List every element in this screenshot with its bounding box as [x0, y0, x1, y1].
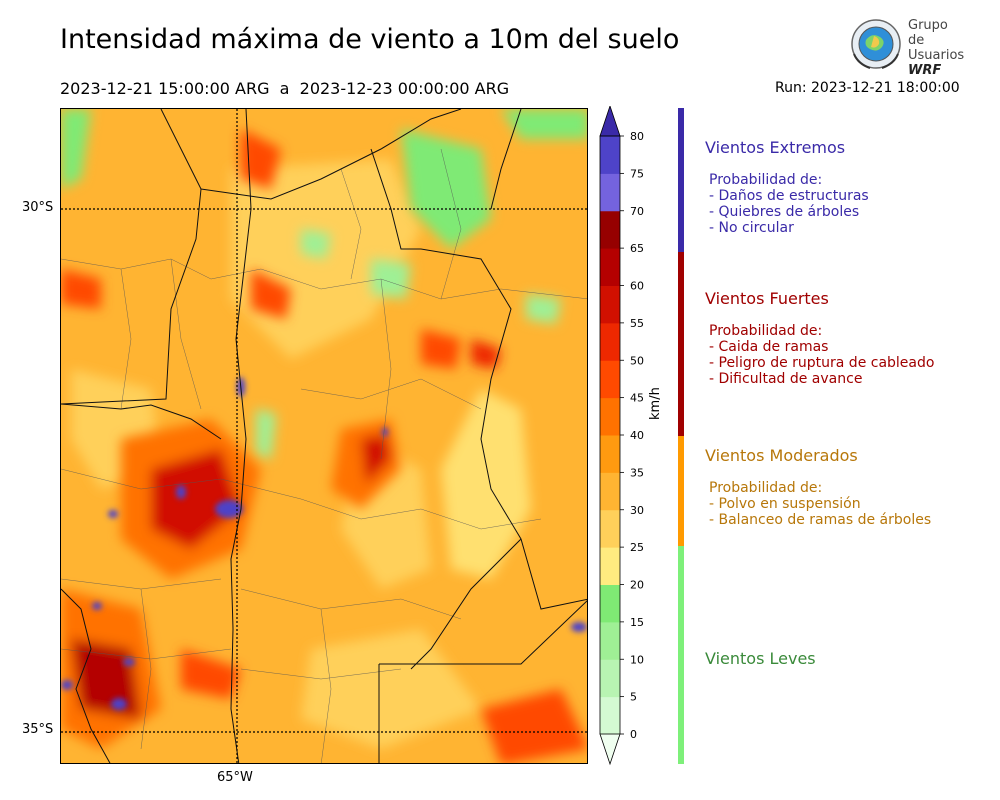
run-timestamp: Run: 2023-12-21 18:00:00: [775, 80, 960, 96]
date-start: 2023-12-21 15:00:00 ARG: [60, 79, 270, 98]
logo-line-3: WRF: [908, 63, 942, 78]
globe-emblem-icon: [851, 19, 901, 69]
colorbar-tick-label: 25: [630, 541, 644, 554]
colorbar-segment: [600, 210, 620, 249]
colorbar-segment: [600, 173, 620, 212]
light-wind-zones: [61, 109, 587, 459]
colorbar-segment: [600, 360, 620, 399]
category-bar-extreme: [678, 108, 684, 252]
colorbar-segment: [600, 509, 620, 548]
colorbar-tick-label: 15: [630, 616, 644, 629]
colorbar-segment: [600, 435, 620, 473]
category-item: - Peligro de ruptura de cableado: [709, 355, 935, 371]
colorbar-tick-label: 10: [630, 653, 644, 666]
colorbar-tick-label: 75: [630, 167, 644, 180]
colorbar-segment: [600, 248, 620, 286]
category-item: - Balanceo de ramas de árboles: [709, 512, 932, 528]
colorbar-tick-label: 80: [630, 130, 644, 143]
lat-label-30s: 30°S: [22, 200, 54, 215]
colorbar-tick-label: 40: [630, 429, 644, 442]
colorbar-tick-label: 70: [630, 205, 644, 218]
category-item: - Polvo en suspensión: [709, 496, 861, 512]
category-item: - Dificultad de avance: [709, 371, 863, 387]
category-title-moderate: Vientos Moderados: [705, 446, 858, 465]
date-range: 2023-12-21 15:00:00 ARG a 2023-12-23 00:…: [60, 79, 509, 98]
category-title-extreme: Vientos Extremos: [705, 138, 846, 157]
page-title: Intensidad máxima de viento a 10m del su…: [60, 24, 680, 55]
colorbar-tick-label: 20: [630, 579, 644, 592]
logo-line-2: Usuarios: [908, 48, 965, 63]
colorbar-segment: [600, 472, 620, 511]
colorbar-extend-low: [599, 733, 621, 766]
colorbar-segment: [600, 397, 620, 436]
date-end: 2023-12-23 00:00:00 ARG: [299, 79, 510, 98]
wind-map: [60, 108, 588, 764]
colorbar-tick-label: 65: [630, 242, 644, 255]
colorbar-tick-label: 30: [630, 504, 644, 517]
category-title-light: Vientos Leves: [705, 649, 816, 668]
category-header: Probabilidad de:: [709, 323, 823, 339]
lon-label-65w: 65°W: [217, 770, 253, 785]
category-list-extreme: Probabilidad de: - Daños de estructuras …: [709, 172, 869, 236]
department-borders: [61, 148, 587, 763]
colorbar-svg: 0 5 10 15 20 25 30 35 40 45 50 55 60 65 70 75 80: [599, 104, 644, 766]
colorbar-segment: [600, 547, 620, 585]
logo-line-1: Grupo de: [908, 18, 948, 48]
category-item: - No circular: [709, 220, 794, 236]
category-header: Probabilidad de:: [709, 480, 823, 496]
colorbar-segment: [600, 696, 620, 735]
colorbar-tick-label: 50: [630, 354, 644, 367]
extreme-wind-cells: [61, 377, 587, 710]
colorbar-unit: km/h: [648, 387, 663, 420]
category-item: - Caida de ramas: [709, 339, 829, 355]
lat-label-35s: 35°S: [22, 722, 54, 737]
colorbar-tick-label: 5: [630, 691, 637, 704]
colorbar-segment: [600, 322, 620, 361]
category-list-moderate: Probabilidad de: - Polvo en suspensión -…: [709, 480, 931, 528]
colorbar-tick-label: 45: [630, 392, 644, 405]
colorbar-segment: [600, 136, 620, 174]
colorbar-tick-label: 60: [630, 280, 644, 293]
category-bar-moderate: [678, 436, 684, 546]
colorbar: 0 5 10 15 20 25 30 35 40 45 50 55 60 65 70 75 80: [598, 104, 658, 770]
category-title-strong: Vientos Fuertes: [705, 289, 829, 308]
colorbar-segment: [600, 285, 620, 324]
colorbar-segment: [600, 621, 620, 660]
category-header: Probabilidad de:: [709, 172, 823, 188]
category-bar-light: [678, 546, 684, 764]
logo-text: Grupo de Usuarios WRF: [908, 18, 968, 78]
colorbar-segment: [600, 584, 620, 623]
province-borders: [61, 109, 587, 763]
colorbar-segment: [600, 659, 620, 698]
wrf-logo: Grupo de Usuarios WRF: [848, 16, 968, 78]
category-item: - Quiebres de árboles: [709, 204, 860, 220]
colorbar-tick-label: 0: [630, 728, 637, 741]
category-bar-strong: [678, 252, 684, 436]
graticule: [61, 109, 587, 763]
category-item: - Daños de estructuras: [709, 188, 869, 204]
colorbar-tick-label: 35: [630, 466, 644, 479]
colorbar-extend-high: [599, 104, 621, 137]
colorbar-tick-label: 55: [630, 317, 644, 330]
date-separator: a: [279, 79, 290, 98]
category-list-strong: Probabilidad de: - Caida de ramas - Peli…: [709, 323, 934, 387]
wind-field-svg: [61, 109, 587, 763]
